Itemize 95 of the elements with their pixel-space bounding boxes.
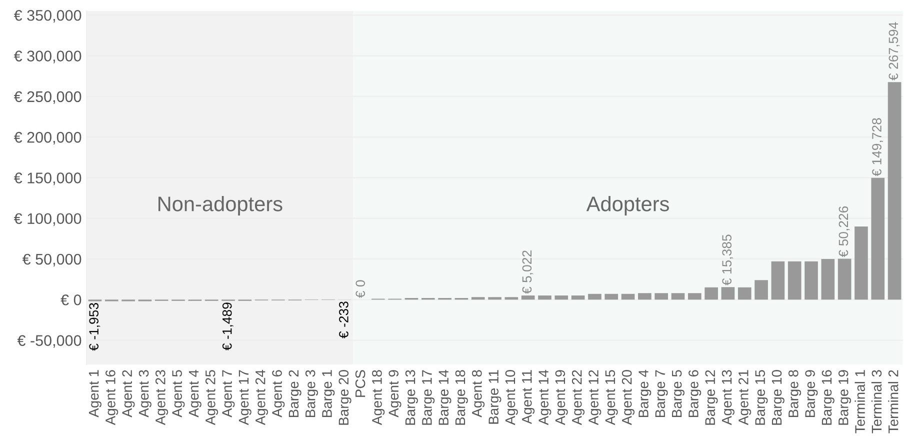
x-tick-label: Barge 5: [672, 370, 684, 418]
data-label: € -1,489: [222, 302, 234, 350]
bar: [888, 82, 902, 300]
bar: [788, 261, 802, 300]
x-tick-label: Agent 24: [255, 370, 268, 426]
bar: [738, 287, 752, 300]
data-label: € 149,728: [872, 118, 883, 176]
bar: [871, 178, 885, 300]
x-tick-label: Agent 21: [738, 370, 752, 426]
x-tick-label: Barge 17: [422, 370, 435, 425]
x-tick-label: Barge 20: [338, 370, 352, 425]
bar: [488, 297, 502, 300]
y-tick-label: € 100,000: [14, 213, 82, 226]
bar: [604, 294, 618, 300]
x-tick-label: Agent 17: [238, 370, 252, 426]
x-tick-label: Agent 22: [572, 370, 585, 426]
data-label: € 267,594: [888, 22, 900, 80]
data-label: € -1,953: [89, 303, 100, 351]
x-tick-label: Barge 9: [805, 370, 818, 418]
x-tick-label: Agent 20: [622, 370, 634, 426]
y-tick-label: € 200,000: [14, 132, 82, 145]
x-tick-label: Agent 8: [472, 370, 485, 418]
x-tick-label: Barge 13: [405, 370, 418, 425]
x-tick-label: Barge 4: [638, 370, 652, 418]
bar: [554, 296, 568, 300]
x-tick-label: Terminal 1: [854, 370, 865, 434]
x-tick-label: Agent 19: [555, 370, 568, 426]
x-tick-label: Barge 16: [822, 370, 834, 425]
bar: [721, 287, 735, 300]
y-tick-label: € -50,000: [17, 335, 82, 348]
x-tick-label: Barge 1: [322, 370, 335, 418]
data-label: € 50,226: [838, 206, 850, 258]
x-tick-label: Barge 3: [305, 370, 318, 418]
x-tick-label: Agent 5: [172, 370, 185, 418]
x-tick-label: Terminal 2: [888, 370, 898, 434]
x-tick-label: Barge 7: [655, 370, 668, 418]
x-tick-label: Agent 18: [372, 370, 385, 426]
y-tick-label: € 250,000: [14, 91, 82, 104]
bar: [821, 258, 835, 300]
x-tick-label: Agent 14: [538, 370, 552, 426]
x-tick-label: Barge 12: [705, 370, 718, 425]
x-tick-label: Barge 6: [688, 370, 702, 418]
x-tick-label: Terminal 3: [871, 370, 882, 434]
x-tick-label: Barge 18: [455, 370, 468, 425]
y-tick-label: € 0: [60, 294, 82, 306]
x-tick-label: Barge 11: [488, 370, 502, 424]
x-tick-label: Barge 15: [755, 370, 768, 425]
x-tick-label: Barge 14: [438, 370, 452, 425]
x-tick-label: Agent 23: [155, 370, 168, 426]
data-label: € 5,022: [522, 250, 534, 294]
x-tick-label: Agent 16: [106, 370, 118, 426]
bar: [538, 296, 552, 300]
data-label: € 0: [356, 280, 366, 298]
y-tick-label: € 150,000: [14, 172, 82, 186]
x-tick-label: Agent 12: [588, 370, 602, 426]
bar: [471, 297, 485, 300]
y-tick-label: € 300,000: [14, 50, 82, 64]
x-tick-label: Agent 7: [222, 370, 235, 418]
bar: [804, 261, 818, 300]
x-tick-label: PCS: [355, 370, 366, 397]
y-tick-label: € 50,000: [22, 254, 82, 266]
x-tick-label: Agent 6: [272, 370, 285, 418]
x-tick-label: Barge 10: [772, 370, 784, 425]
data-label: € -233: [339, 302, 348, 338]
x-tick-label: Agent 1: [89, 370, 102, 418]
bar: [504, 297, 518, 300]
bar: [771, 261, 785, 300]
bar: [521, 296, 535, 300]
bar: [571, 296, 585, 300]
bar: [838, 258, 852, 300]
bar: [671, 293, 685, 300]
bar: [688, 293, 702, 300]
x-tick-label: Agent 3: [138, 370, 152, 418]
x-tick-label: Barge 8: [788, 370, 802, 418]
bar: [654, 293, 668, 300]
x-tick-label: Agent 25: [205, 370, 218, 426]
x-tick-label: Agent 10: [505, 370, 518, 426]
x-tick-label: Barge 19: [838, 370, 852, 425]
bar: [621, 294, 635, 300]
y-tick-label: € 350,000: [14, 10, 82, 23]
bar: [588, 294, 602, 300]
x-tick-label: Agent 11: [522, 370, 535, 424]
data-label: € 15,385: [722, 234, 734, 286]
bar: [754, 280, 768, 300]
bar: [638, 293, 652, 300]
x-tick-label: Agent 2: [122, 370, 135, 418]
x-tick-label: Agent 15: [605, 370, 618, 426]
x-tick-label: Agent 9: [388, 370, 402, 418]
band-label: Non-adopters: [158, 196, 282, 216]
bar: [704, 287, 718, 300]
x-tick-label: Agent 13: [722, 370, 734, 426]
x-tick-label: Barge 2: [288, 370, 302, 418]
bar: [854, 226, 868, 300]
x-tick-label: Agent 4: [188, 370, 202, 418]
band-label: Adopters: [586, 196, 669, 216]
